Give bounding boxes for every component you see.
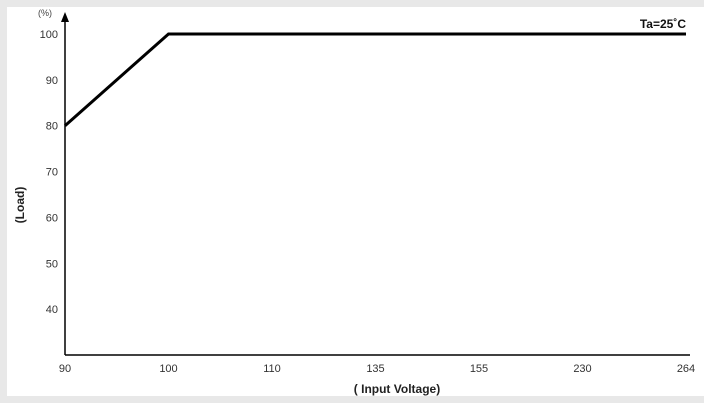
x-tick-label: 110 (263, 363, 281, 375)
y-unit-label: (%) (38, 8, 52, 18)
load-curve-line (64, 32, 686, 127)
y-tick-label: 100 (40, 29, 58, 41)
y-tick-label: 80 (46, 121, 58, 133)
series-group (64, 32, 686, 127)
temperature-annotation: Ta=25˚C (640, 17, 686, 31)
x-tick-label: 135 (366, 363, 384, 375)
x-axis-title: ( Input Voltage) (354, 382, 440, 396)
y-tick-label: 70 (46, 167, 58, 179)
x-tick-label: 90 (59, 363, 71, 375)
y-axis-arrow (61, 12, 69, 22)
chart-frame (7, 7, 704, 396)
x-tick-label: 230 (573, 363, 591, 375)
x-tick-labels: 90 100 110 135 155 230 264 (59, 363, 695, 375)
x-tick-label: 100 (159, 363, 177, 375)
y-tick-label: 60 (46, 212, 58, 224)
y-tick-label: 50 (46, 258, 58, 270)
y-axis-title: (Load) (13, 187, 27, 224)
y-tick-label: 40 (46, 304, 58, 316)
y-tick-label: 90 (46, 75, 58, 87)
x-tick-label: 264 (677, 363, 695, 375)
y-tick-labels: 40 50 60 70 80 90 100 (40, 29, 58, 316)
x-tick-label: 155 (470, 363, 488, 375)
